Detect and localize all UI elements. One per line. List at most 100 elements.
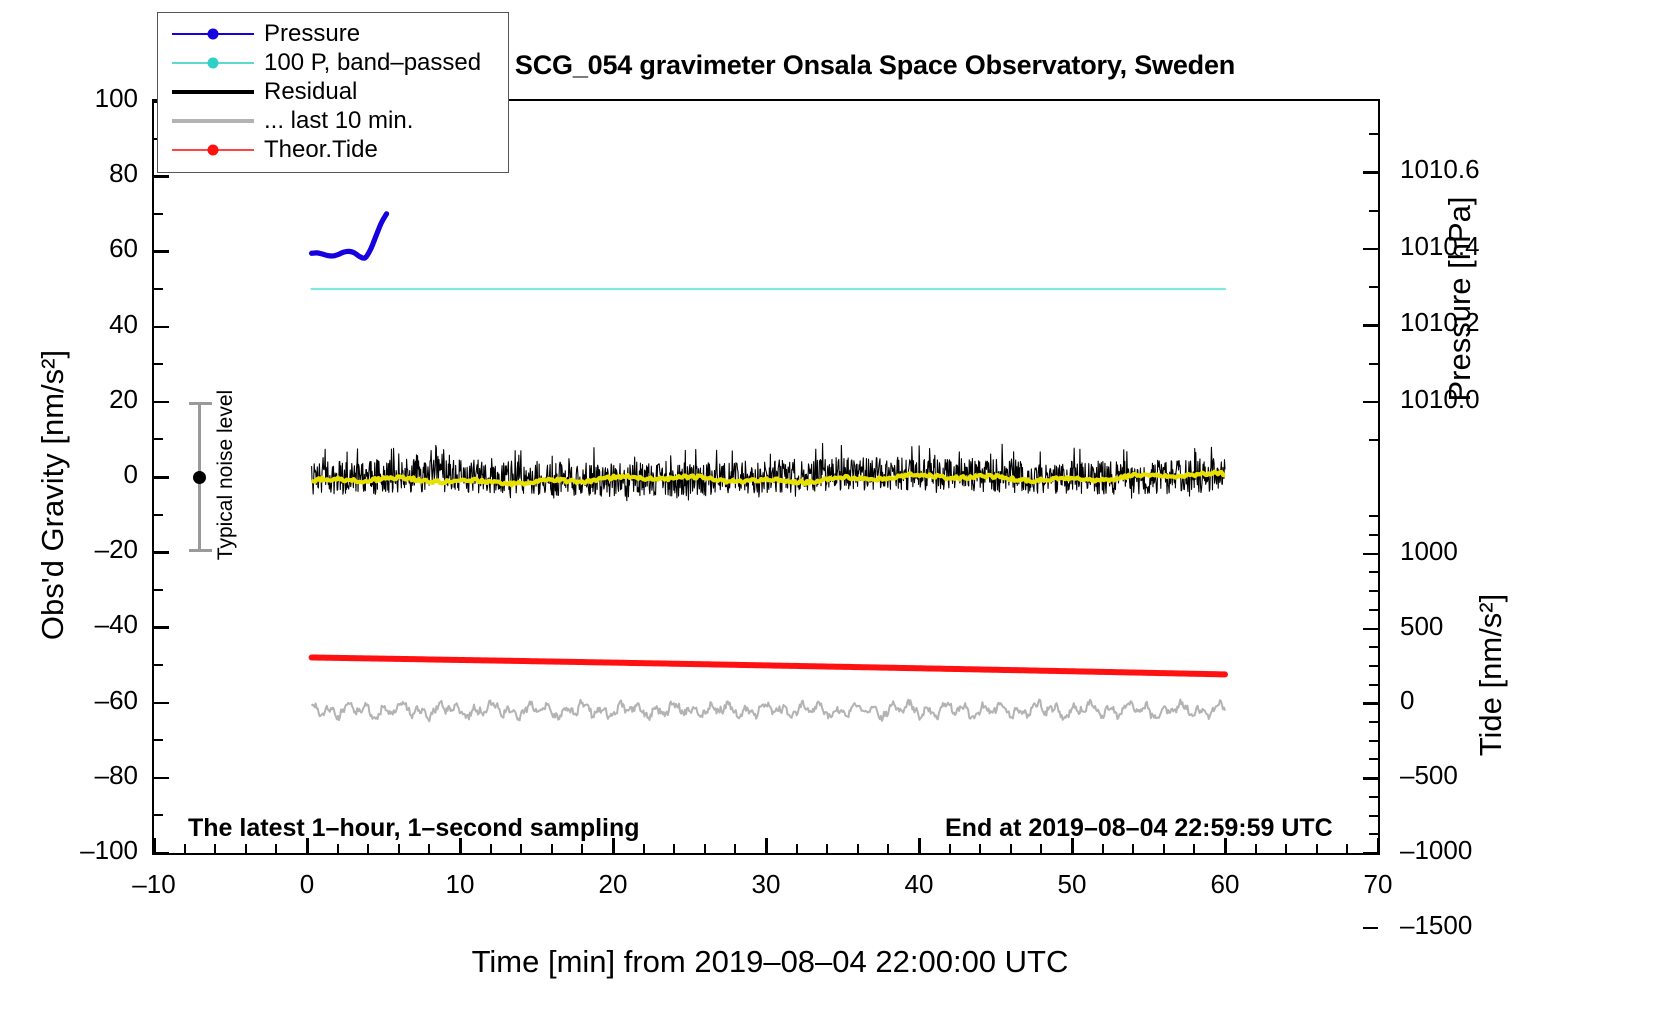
y-tick-major-5 xyxy=(154,476,169,479)
x-tick-major-7 xyxy=(1224,838,1227,853)
x-tick-label-1: 0 xyxy=(299,869,315,899)
legend-item-last10[interactable]: ... last 10 min. xyxy=(158,106,508,135)
legend-label-residual: Residual xyxy=(264,77,358,105)
y-tick-label-9: 80 xyxy=(109,158,138,189)
tide-tick-minor xyxy=(1369,533,1378,536)
y-tick-label-1: –80 xyxy=(94,759,138,790)
x-tick-major-4 xyxy=(765,838,768,853)
x-tick-minor xyxy=(1315,844,1318,853)
x-tick-minor xyxy=(336,844,339,853)
pressure-tick-major-1 xyxy=(1363,324,1378,327)
x-tick-minor xyxy=(1285,844,1288,853)
series-smoothed xyxy=(311,469,1226,488)
residual-noise-trace xyxy=(311,442,1226,502)
noise-errorbar-cap-bottom xyxy=(188,549,212,553)
pressure-tick-label-2: 1010.4 xyxy=(1400,230,1480,261)
y-tick-minor xyxy=(154,588,163,591)
y-tick-major-9 xyxy=(154,175,169,178)
legend-label-bandpassed: 100 P, band–passed xyxy=(264,48,482,76)
noise-center-dot xyxy=(193,470,207,484)
last10min-trace xyxy=(310,698,1226,723)
x-tick-minor xyxy=(887,844,890,853)
pressure-tick-label-3: 1010.6 xyxy=(1400,154,1480,185)
x-tick-minor xyxy=(1346,844,1349,853)
x-tick-minor xyxy=(214,844,217,853)
tide-tick-major-0 xyxy=(1363,926,1378,930)
legend-item-bandpassed[interactable]: 100 P, band–passed xyxy=(158,48,508,77)
y-tick-label-5: 0 xyxy=(123,459,138,489)
pressure-tick-major-3 xyxy=(1363,171,1378,174)
pressure-tick-major-0 xyxy=(1363,400,1378,404)
legend-swatch-last10 xyxy=(172,111,254,131)
x-tick-label-3: 20 xyxy=(598,869,628,899)
pressure-tick-minor xyxy=(1369,133,1378,136)
x-tick-minor xyxy=(1101,844,1104,853)
x-axis-label: Time [min] from 2019–08–04 22:00:00 UTC xyxy=(471,944,1069,979)
x-tick-minor xyxy=(734,844,737,853)
y-tick-minor xyxy=(154,739,163,742)
tide-tick-label-3: 0 xyxy=(1400,685,1415,716)
x-tick-minor xyxy=(397,844,400,853)
x-tick-major-2 xyxy=(459,838,462,853)
tide-tick-minor xyxy=(1369,739,1378,742)
tide-tick-minor xyxy=(1369,683,1378,686)
pressure-trace xyxy=(308,211,390,261)
tide-tick-major-3 xyxy=(1363,702,1378,705)
pressure-tick-label-1: 1010.2 xyxy=(1400,307,1480,338)
y-tick-label-10: 100 xyxy=(94,83,138,113)
pressure-tick-label-0: 1010.0 xyxy=(1400,383,1480,414)
x-tick-minor xyxy=(244,844,247,853)
legend-item-residual[interactable]: Residual xyxy=(158,77,508,106)
noise-level-label: Typical noise level xyxy=(213,389,237,561)
x-tick-major-1 xyxy=(306,838,309,853)
y-tick-minor xyxy=(154,288,163,290)
legend-swatch-pressure xyxy=(172,24,254,44)
sampling-note: The latest 1–hour, 1–second sampling xyxy=(188,814,640,842)
legend-item-pressure[interactable]: Pressure xyxy=(158,19,508,48)
y-tick-minor xyxy=(154,814,163,817)
tide-tick-major-4 xyxy=(1363,627,1378,631)
x-tick-minor xyxy=(795,844,798,853)
series-residual xyxy=(311,442,1226,502)
tide-tick-minor xyxy=(1369,571,1378,574)
pressure-tick-minor xyxy=(1369,286,1378,289)
y-tick-label-3: –40 xyxy=(94,609,138,640)
x-tick-minor xyxy=(367,844,370,853)
tide-tick-label-0: –1500 xyxy=(1400,909,1473,940)
x-tick-minor xyxy=(856,844,859,853)
y-tick-minor xyxy=(154,438,163,441)
tide-tick-minor xyxy=(1369,664,1378,667)
tide-tick-minor xyxy=(1369,758,1378,761)
tide-tick-minor xyxy=(1369,721,1378,724)
y-tick-minor xyxy=(154,664,163,666)
tide-tick-label-2: –500 xyxy=(1400,760,1458,791)
x-tick-minor xyxy=(948,844,951,853)
tide-tick-label-5: 1000 xyxy=(1400,535,1458,566)
legend-label-pressure: Pressure xyxy=(264,19,361,47)
legend-swatch-bandpassed xyxy=(172,53,254,73)
y-tick-major-4 xyxy=(154,551,169,554)
y-tick-label-7: 40 xyxy=(109,308,138,339)
legend-item-theor-tide[interactable]: Theor.Tide xyxy=(158,135,508,164)
tide-tick-minor xyxy=(1369,814,1378,817)
y-tick-label-2: –60 xyxy=(94,684,138,715)
chart-legend[interactable]: Pressure 100 P, band–passed Residual ...… xyxy=(157,12,509,173)
y-tick-major-6 xyxy=(154,400,169,404)
x-tick-label-0: –10 xyxy=(132,869,176,899)
x-tick-minor xyxy=(428,844,431,853)
x-tick-minor xyxy=(520,844,523,853)
x-tick-major-0 xyxy=(153,838,156,853)
series-pressure xyxy=(308,211,390,261)
x-tick-minor xyxy=(642,844,645,853)
x-tick-label-8: 70 xyxy=(1363,869,1393,899)
x-tick-label-2: 10 xyxy=(445,869,475,899)
tide-tick-minor xyxy=(1369,646,1378,649)
pressure-tick-major-2 xyxy=(1363,247,1378,251)
x-tick-minor xyxy=(1162,844,1165,853)
y-tick-major-0 xyxy=(154,852,169,855)
tide-tick-minor xyxy=(1369,795,1378,798)
x-tick-label-7: 60 xyxy=(1210,869,1240,899)
x-tick-minor xyxy=(703,844,706,853)
y-tick-major-2 xyxy=(154,701,169,705)
